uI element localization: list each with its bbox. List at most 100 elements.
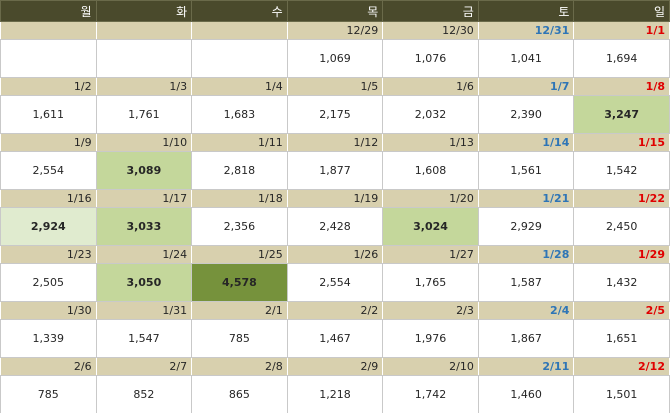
value-cell: 1,041 [477,39,575,78]
value-cell: 2,390 [477,95,575,134]
date-cell: 2/10 [382,357,479,376]
date-cell: 1/16 [0,189,97,208]
date-cell: 1/15 [573,133,670,152]
date-cell: 2/9 [286,357,384,376]
date-cell: 1/26 [286,245,384,264]
value-cell: 1,467 [286,319,384,358]
value-cell [191,39,288,78]
date-cell [0,21,97,40]
date-row: 1/23 1/24 1/25 1/26 1/27 1/28 1/29 [0,245,670,264]
date-cell: 2/3 [382,301,479,320]
date-cell: 1/18 [191,189,288,208]
date-cell: 1/22 [573,189,670,208]
date-cell: 1/6 [382,77,479,96]
date-cell: 1/21 [477,189,575,208]
value-row: 2,924 3,033 2,356 2,428 3,024 2,929 2,450 [0,207,670,246]
day-header: 수 [191,0,288,22]
value-row: 2,554 3,089 2,818 1,877 1,608 1,561 1,542 [0,151,670,190]
date-row: 1/30 1/31 2/1 2/2 2/3 2/4 2/5 [0,301,670,320]
date-cell: 2/12 [573,357,670,376]
value-cell: 1,867 [477,319,575,358]
date-cell: 1/25 [191,245,288,264]
value-row: 1,611 1,761 1,683 2,175 2,032 2,390 3,247 [0,95,670,134]
day-header: 토 [477,0,575,22]
value-cell: 2,032 [382,95,479,134]
value-cell: 2,554 [286,263,384,302]
value-cell: 2,450 [573,207,670,246]
day-header: 월 [0,0,97,22]
date-row: 2/6 2/7 2/8 2/9 2/10 2/11 2/12 [0,357,670,376]
value-cell: 785 [0,375,97,413]
date-cell: 1/19 [286,189,384,208]
value-cell: 2,818 [191,151,288,190]
date-cell: 1/30 [0,301,97,320]
date-cell: 1/7 [477,77,575,96]
value-cell: 1,761 [95,95,193,134]
date-cell: 1/17 [95,189,193,208]
date-cell: 12/29 [286,21,384,40]
date-cell: 1/24 [95,245,193,264]
value-cell: 2,554 [0,151,97,190]
date-cell: 2/4 [477,301,575,320]
value-row: 1,069 1,076 1,041 1,694 [0,39,670,78]
value-cell: 3,024 [382,207,479,246]
value-cell [95,39,193,78]
value-row: 785 852 865 1,218 1,742 1,460 1,501 [0,375,670,413]
date-cell: 2/7 [95,357,193,376]
date-cell: 2/5 [573,301,670,320]
value-cell [0,39,97,78]
value-cell: 1,765 [382,263,479,302]
day-header: 목 [286,0,384,22]
value-cell: 1,742 [382,375,479,413]
value-cell: 1,608 [382,151,479,190]
value-cell: 3,247 [573,95,670,134]
value-cell: 1,587 [477,263,575,302]
date-cell: 1/13 [382,133,479,152]
value-cell: 1,339 [0,319,97,358]
date-cell: 1/11 [191,133,288,152]
date-cell: 1/1 [573,21,670,40]
value-cell: 2,428 [286,207,384,246]
date-cell: 1/9 [0,133,97,152]
value-cell: 3,033 [95,207,193,246]
value-cell: 2,924 [0,207,97,246]
value-cell: 2,929 [477,207,575,246]
value-cell: 1,683 [191,95,288,134]
value-cell: 1,501 [573,375,670,413]
date-cell: 1/12 [286,133,384,152]
date-cell: 1/2 [0,77,97,96]
value-cell: 785 [191,319,288,358]
value-cell: 3,050 [95,263,193,302]
date-cell: 1/29 [573,245,670,264]
value-cell: 1,877 [286,151,384,190]
date-cell: 12/31 [477,21,575,40]
value-cell: 1,611 [0,95,97,134]
value-cell: 865 [191,375,288,413]
date-cell: 1/10 [95,133,193,152]
day-header: 금 [382,0,479,22]
value-cell: 3,089 [95,151,193,190]
value-cell: 1,218 [286,375,384,413]
value-cell: 1,694 [573,39,670,78]
day-header: 화 [95,0,193,22]
value-cell: 1,460 [477,375,575,413]
value-cell: 2,505 [0,263,97,302]
value-cell: 1,542 [573,151,670,190]
date-cell: 1/28 [477,245,575,264]
date-cell: 1/27 [382,245,479,264]
value-row: 2,505 3,050 4,578 2,554 1,765 1,587 1,432 [0,263,670,302]
date-cell [95,21,193,40]
date-cell: 2/2 [286,301,384,320]
date-cell: 1/4 [191,77,288,96]
date-cell: 2/1 [191,301,288,320]
value-cell: 1,561 [477,151,575,190]
date-cell: 1/14 [477,133,575,152]
date-cell: 1/8 [573,77,670,96]
date-cell: 1/31 [95,301,193,320]
date-cell: 1/20 [382,189,479,208]
value-cell: 2,175 [286,95,384,134]
date-cell [191,21,288,40]
